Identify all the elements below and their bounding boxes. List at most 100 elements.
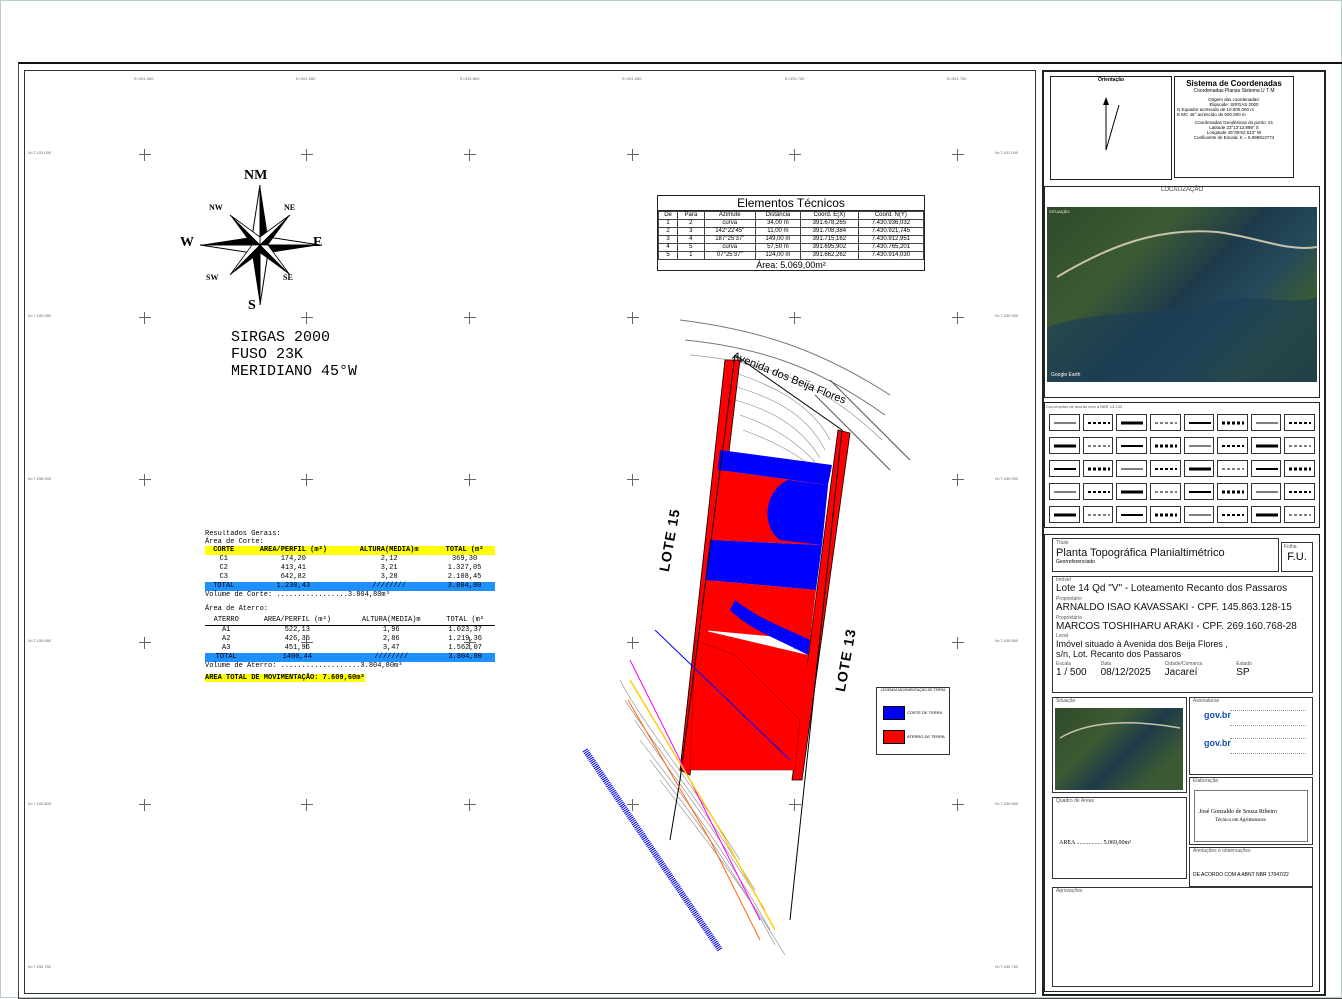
result-row: A1 522,13 1,96 1.023,37 <box>205 626 495 636</box>
compass-north-label: NM <box>244 168 268 183</box>
grid-cross-icon <box>301 312 313 324</box>
tech-header-azimute: Azimute <box>703 211 756 220</box>
lot-plan-drawing <box>582 319 911 956</box>
corte-total-2: 1.230,43 <box>242 582 345 591</box>
imovel-value: Lote 14 Qd "V" - Loteamento Recanto dos … <box>1056 583 1288 594</box>
datum-line-2: FUSO 23K <box>231 346 304 363</box>
result-cell: 2,12 <box>380 555 398 563</box>
conventions-title: Convenções de acordo com a NBR 13.133 <box>1046 404 1123 409</box>
situacao-satellite-image <box>1055 708 1183 790</box>
convention-symbol-icon <box>1149 414 1181 431</box>
tech-header-coord-e: Coord. E(X) <box>800 211 859 220</box>
area-total-movimentacao: AREA TOTAL DE MOVIMENTAÇÃO: 7.609,60m² <box>205 674 365 682</box>
datum-line-1: SIRGAS 2000 <box>231 329 331 346</box>
grid-cross-icon <box>627 637 639 649</box>
corte-header-3: ALTURA(MEDIA)m <box>344 546 435 555</box>
tech-cell: 7.430.914,030 <box>857 251 925 260</box>
grid-label-right-6: N=7.430.750 <box>995 964 1019 969</box>
grid-cross-icon <box>952 799 964 811</box>
convention-symbol-icon <box>1082 460 1114 477</box>
signer-name: José Gonzaldo de Souza Ribeiro <box>1199 809 1277 815</box>
tech-cell: 124,00 m <box>754 251 802 260</box>
tech-row: 4 5 curva 57,50 m 391.695,902 7.430.765,201 <box>657 243 925 252</box>
result-cell: 451,96 <box>284 644 310 652</box>
convention-symbol-icon <box>1149 506 1181 523</box>
location-situacao-label: SITUAÇÃO <box>1049 209 1070 214</box>
compass-nw-label: NW <box>209 203 223 212</box>
compass-sw-label: SW <box>206 273 219 282</box>
grid-label-left-5: N=7.430.800 <box>28 801 52 806</box>
aterro-header-2: AREA/PERFIL (m²) <box>247 616 348 626</box>
grid-label-top-3: E=391.600 <box>460 76 480 81</box>
grid-cross-icon <box>301 149 313 161</box>
proprietario-2-value: MARCOS TOSHIHARU ARAKI - CPF. 269.160.76… <box>1056 621 1297 632</box>
tech-header-distancia: Distância <box>754 211 802 220</box>
convention-symbol-icon <box>1284 506 1315 523</box>
corte-total-3: //////// <box>344 582 435 591</box>
coordinate-system-panel: Sistema de Coordenadas Coordenadas Plana… <box>1174 76 1294 178</box>
local-line-2: s/n, Lot. Recanto dos Passaros <box>1056 649 1182 659</box>
grid-label-top-6: E=391.750 <box>947 76 967 81</box>
observacoes-label: Anotações e observações <box>1193 848 1251 854</box>
result-cell: 1.327,05 <box>447 564 482 572</box>
coords-elipsoide: Elipsoide: SIRGAS 2000 <box>1209 102 1259 107</box>
results-title: Resultados Gerais: <box>205 530 281 538</box>
tech-cell: 5 <box>677 243 705 252</box>
tech-cell: 391.695,902 <box>800 243 859 252</box>
legend-corte-label: CORTE DE TERRA <box>907 710 943 715</box>
grid-label-right-2: N=7.430.950 <box>995 313 1019 318</box>
convention-symbol-icon <box>1049 506 1080 523</box>
tech-cell: 391.678,265 <box>800 219 859 228</box>
coords-longitude: Longitude 45°05'52,513" W <box>1206 130 1262 135</box>
coords-geodesicas: Coordenadas Geodésicas do ponto: 21 <box>1194 120 1274 125</box>
folha-label: Folha <box>1284 544 1297 550</box>
grid-cross-icon <box>139 149 151 161</box>
result-cell: 413,41 <box>280 564 306 572</box>
coords-e-line: E MC 45° acrescido de 500.000 m <box>1177 112 1246 117</box>
grid-label-left-2: N=7.430.950 <box>28 313 52 318</box>
quadro-area-line: AREA ................. 5.069,00m² <box>1059 840 1131 846</box>
result-cell: A1 <box>222 626 231 634</box>
result-cell: 1.562,07 <box>448 644 482 652</box>
grid-label-left-1: N=7.431.000 <box>28 150 52 155</box>
tech-cell: 142°22'45" <box>703 227 756 236</box>
convention-symbol-icon <box>1082 506 1114 523</box>
imovel-box: Imóvel Lote 14 Qd "V" - Loteamento Recan… <box>1052 576 1313 693</box>
technical-elements-table: Elementos Técnicos De Para Azimute Distâ… <box>657 195 925 271</box>
compass-ne-label: NE <box>284 203 296 212</box>
results-block: Resultados Gerais: Área de Corte: CORTE … <box>205 530 495 682</box>
compass-west-label: W <box>180 235 194 250</box>
convention-symbol-icon <box>1116 437 1147 454</box>
titulo-box: Título Planta Topográfica Planialtimétri… <box>1052 538 1279 572</box>
result-row: C1 174,20 2,12 369,30 <box>205 555 495 564</box>
aterro-total-1: TOTAL <box>205 653 248 662</box>
convention-symbol-icon <box>1183 460 1215 477</box>
tech-cell: curva <box>703 243 756 252</box>
situacao-box: Situação <box>1052 697 1187 793</box>
grid-cross-icon <box>627 799 639 811</box>
grid-cross-icon <box>952 312 964 324</box>
tech-cell: 11,00 m <box>754 227 802 236</box>
grid-cross-icon <box>464 149 476 161</box>
data-label: Data <box>1100 661 1112 667</box>
grid-cross-icon <box>627 149 639 161</box>
legend-title: LEGENDA MOVIMENTAÇÃO DE TERRA <box>880 688 946 692</box>
result-cell: A2 <box>222 635 231 643</box>
convention-symbol-icon <box>1116 460 1147 477</box>
title-block: Título Planta Topográfica Planialtimétri… <box>1044 534 1320 992</box>
assinaturas-label: Assinaturas <box>1193 698 1220 704</box>
coords-title: Sistema de Coordenadas <box>1186 79 1282 88</box>
convention-symbol-icon <box>1183 414 1215 431</box>
compass-east-label: E <box>313 235 323 250</box>
result-cell: 1.219,36 <box>448 635 482 643</box>
tech-cell: 391.708,384 <box>800 227 859 236</box>
conventions-symbol-grid <box>1045 410 1319 527</box>
convention-symbol-icon <box>1250 437 1282 454</box>
aterro-title: Área de Aterro: <box>205 605 269 613</box>
convention-symbol-icon <box>1217 460 1248 477</box>
orientation-title: Orientação <box>1097 77 1125 83</box>
location-satellite-image: SITUAÇÃO Google Earth <box>1047 207 1317 382</box>
tech-cell: 7.430.765,201 <box>857 243 925 252</box>
grid-cross-icon <box>301 637 313 649</box>
tech-cell: 34,00 m <box>754 219 802 228</box>
